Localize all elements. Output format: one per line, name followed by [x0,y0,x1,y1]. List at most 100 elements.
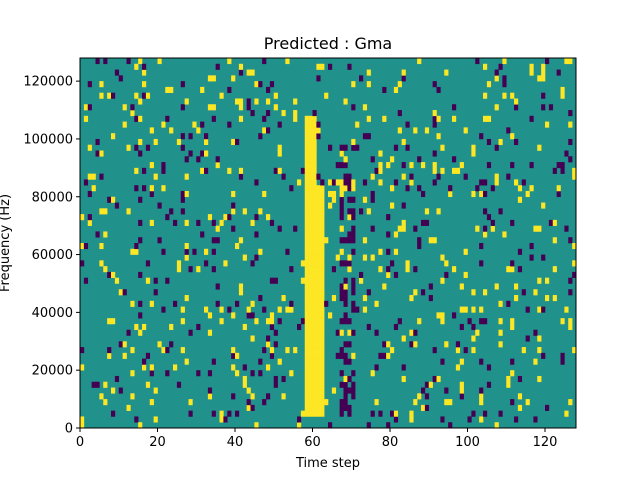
heatmap-cell-high [316,283,321,290]
heatmap-cell-high [494,173,499,180]
heatmap-cell-high [479,416,484,423]
heatmap-cell-low [568,110,573,117]
heatmap-cell-high [401,173,406,180]
heatmap-cell-low [351,289,356,296]
heatmap-cell-high [122,341,127,348]
heatmap-cell-low [343,381,348,388]
heatmap-cell-high [142,323,147,331]
heatmap-cell-high [304,121,309,128]
heatmap-cell-high [308,179,313,186]
heatmap-cell-high [436,133,441,140]
heatmap-cell-low [95,231,100,238]
heatmap-cell-high [231,75,236,82]
heatmap-cell-high [83,104,89,111]
heatmap-cell-high [312,214,317,221]
heatmap-cell-low [266,393,271,400]
heatmap-cell-high [312,283,317,290]
heatmap-cell-high [324,92,329,99]
heatmap-cell-high [316,202,321,209]
heatmap-cell-high [424,208,430,215]
heatmap-cell-high [142,364,147,371]
heatmap-cell-high [471,289,476,296]
heatmap-cell-high [161,121,166,128]
heatmap-cell-high [308,318,313,325]
heatmap-cell-low [126,329,131,336]
heatmap-cell-high [343,283,348,290]
heatmap-cell-high [300,260,306,267]
heatmap-cell-high [227,167,232,174]
heatmap-cell-high [316,358,321,365]
heatmap-cell-high [320,225,325,232]
heatmap-cell-high [312,179,317,186]
heatmap-cell-low [250,404,255,411]
heatmap-cell-low [463,173,468,180]
heatmap-cell-high [149,219,154,226]
heatmap-cell-low [494,69,499,76]
heatmap-cell-high [324,399,329,406]
heatmap-cell-low [211,115,216,122]
heatmap-cell-high [308,219,313,226]
heatmap-cell-high [463,127,468,134]
heatmap-cell-low [560,352,565,359]
heatmap-cell-high [285,306,290,313]
heatmap-cell-low [498,208,503,215]
heatmap-cell-high [304,410,309,417]
heatmap-cell-high [176,260,182,267]
heatmap-cell-high [235,370,240,377]
heatmap-cell-low [486,214,492,221]
heatmap-cell-high [308,410,313,417]
heatmap-cell-high [99,92,104,99]
heatmap-cell-high [308,243,313,250]
heatmap-cell-low [560,358,565,365]
heatmap-cell-high [320,335,325,342]
heatmap-cell-high [328,190,333,198]
heatmap-cell-high [304,214,309,221]
heatmap-cell-high [316,277,321,284]
heatmap-cell-low [269,277,275,284]
heatmap-cell-low [351,306,356,313]
heatmap-cell-low [347,375,352,383]
heatmap-cell-low [331,179,337,186]
heatmap-cell-high [91,173,96,180]
heatmap-cell-high [537,75,542,82]
heatmap-cell-low [134,115,139,122]
heatmap-cell-low [432,347,437,354]
heatmap-cell-high [378,162,383,169]
heatmap-cell-low [188,266,193,273]
heatmap-cell-high [126,208,131,215]
heatmap-cell-low [393,416,399,423]
heatmap-cell-low [180,196,185,203]
heatmap-cell-high [312,370,317,377]
heatmap-cell-low [351,208,356,215]
heatmap-cell-low [483,208,488,215]
heatmap-cell-low [262,399,267,406]
heatmap-cell-low [80,260,85,267]
heatmap-cell-high [180,347,185,354]
heatmap-cell-high [149,127,154,134]
heatmap-cell-high [386,271,391,278]
heatmap-cell-high [304,312,309,319]
heatmap-cell-low [107,196,112,203]
heatmap-cell-high [238,104,244,111]
heatmap-cell-high [122,121,127,128]
heatmap-cell-high [316,208,321,215]
heatmap-cell-high [316,381,321,388]
heatmap-cell-high [378,266,383,273]
heatmap-cell-high [87,144,92,151]
heatmap-cell-low [246,104,251,111]
heatmap-cell-high [479,190,484,198]
heatmap-cell-high [316,254,321,261]
heatmap-cell-high [242,375,247,383]
heatmap-cell-low [87,214,92,221]
heatmap-cell-high [320,370,325,377]
heatmap-cell-high [231,312,236,319]
heatmap-cell-low [351,231,356,238]
heatmap-cell-high [304,260,309,267]
heatmap-cell-high [246,306,251,313]
heatmap-cell-high [304,162,309,169]
heatmap-cell-low [269,323,275,331]
heatmap-cell-high [99,208,104,215]
heatmap-cell-high [308,208,313,215]
heatmap-cell-high [304,404,309,411]
heatmap-cell-high [219,219,224,226]
